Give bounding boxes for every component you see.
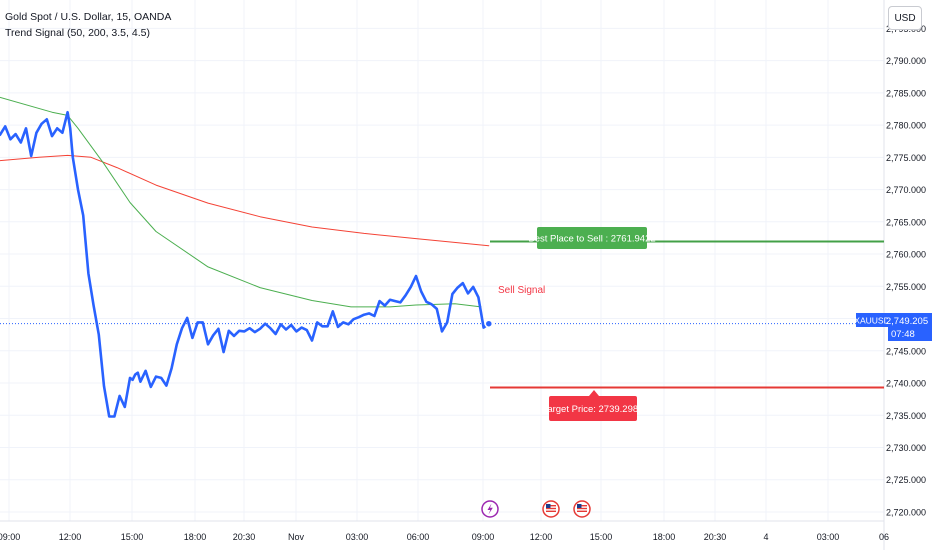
price-tick-label: 2,740.000 — [886, 379, 926, 389]
price-tick-label: 2,775.000 — [886, 153, 926, 163]
price-tick-label: 2,730.000 — [886, 443, 926, 453]
price-badge-price: 2,749.205 — [886, 316, 928, 327]
level-lines — [0, 240, 884, 389]
time-tick-label: 20:30 — [704, 532, 727, 542]
target-level-box-pointer — [589, 390, 599, 396]
price-tick-label: 2,785.000 — [886, 88, 926, 98]
sell-signal-text: Sell Signal — [498, 285, 545, 296]
sell-level-box-bg — [537, 227, 647, 249]
target-level-box[interactable]: Target Price: 2739.2983 — [543, 390, 644, 421]
time-axis[interactable]: 09:00 12:00 15:00 18:00 20:30 Nov 03:00 06:00 09… — [0, 532, 889, 542]
price-tick-label: 2,720.000 — [886, 507, 926, 517]
sma-slow-line — [0, 154, 490, 247]
us-flag-icon[interactable] — [573, 500, 591, 518]
time-tick-label: 20:30 — [233, 532, 256, 542]
price-tick-label: 2,770.000 — [886, 185, 926, 195]
grid-lines — [0, 0, 884, 521]
chart-title: Gold Spot / U.S. Dollar, 15, OANDA — [5, 11, 172, 23]
price-badge-countdown: 07:48 — [891, 329, 915, 340]
time-tick-label: 18:00 — [653, 532, 676, 542]
time-tick-label: 09:00 — [472, 532, 495, 542]
time-tick-label: Nov — [288, 532, 305, 542]
time-tick-label: 03:00 — [817, 532, 840, 542]
price-axis[interactable]: 2,795.0002,790.0002,785.0002,780.0002,77… — [886, 24, 926, 518]
symbol-tag-bg — [856, 313, 888, 327]
us-flag-icon[interactable] — [542, 500, 560, 518]
sell-level-box-text: Best Place to Sell : 2761.9422 — [528, 234, 655, 245]
time-tick-label: 15:00 — [590, 532, 613, 542]
sell-signal-label: Sell Signal — [497, 284, 547, 298]
price-tick-label: 2,765.000 — [886, 217, 926, 227]
target-level-box-text: Target Price: 2739.2983 — [543, 404, 644, 415]
time-tick-label: 12:00 — [59, 532, 82, 542]
price-tick-label: 2,760.000 — [886, 250, 926, 260]
price-line — [0, 110, 491, 418]
series-lines — [0, 96, 494, 418]
price-tick-label: 2,790.000 — [886, 56, 926, 66]
time-tick-label: 06 — [879, 532, 889, 542]
price-badge[interactable]: XAUUSD 2,749.205 07:48 — [854, 313, 932, 341]
price-tick-label: 2,725.000 — [886, 475, 926, 485]
time-tick-label: 09:00 — [0, 532, 20, 542]
indicator-label[interactable]: Trend Signal (50, 200, 3.5, 4.5) — [5, 27, 150, 39]
currency-button[interactable]: USD — [888, 6, 922, 30]
price-tick-label: 2,745.000 — [886, 346, 926, 356]
price-tick-label: 2,735.000 — [886, 411, 926, 421]
time-tick-label: 12:00 — [530, 532, 553, 542]
price-tick-label: 2,780.000 — [886, 121, 926, 131]
time-tick-label: 15:00 — [121, 532, 144, 542]
time-tick-label: 03:00 — [346, 532, 369, 542]
price-tick-label: 2,755.000 — [886, 282, 926, 292]
last-price-point — [484, 319, 494, 328]
time-tick-label: 06:00 — [407, 532, 430, 542]
time-tick-label: 4 — [763, 532, 768, 542]
sell-level-box[interactable]: Best Place to Sell : 2761.9422 — [528, 227, 656, 249]
price-badge-bg — [888, 313, 932, 341]
sma-fast-line — [0, 96, 482, 308]
target-level-box-bg — [549, 396, 637, 421]
event-icons — [481, 500, 591, 518]
lightning-icon[interactable] — [481, 500, 499, 518]
time-tick-label: 18:00 — [184, 532, 207, 542]
symbol-tag: XAUUSD — [854, 316, 889, 326]
